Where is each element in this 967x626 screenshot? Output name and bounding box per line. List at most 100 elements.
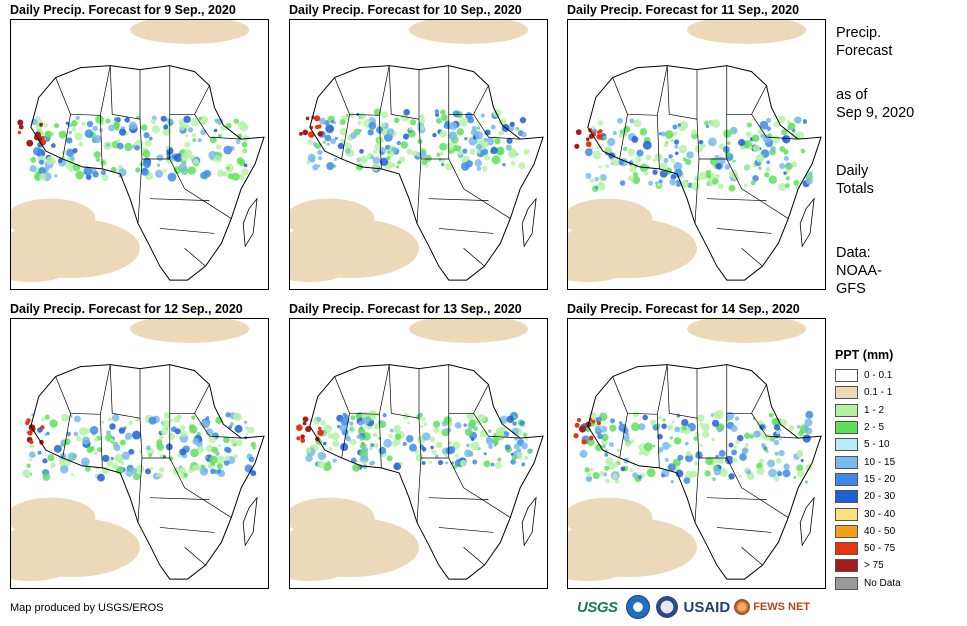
precip-cell — [378, 420, 383, 425]
precip-cell — [675, 151, 679, 156]
precip-cell — [421, 446, 427, 452]
precip-cell — [643, 170, 649, 176]
fews-globe-icon — [734, 599, 751, 615]
precip-cell — [506, 415, 515, 424]
precip-cell — [465, 160, 473, 168]
precip-cell — [786, 120, 791, 124]
precip-cell — [598, 165, 602, 169]
dry-area — [11, 198, 96, 239]
country-border — [194, 114, 242, 140]
heavy-precip-cell — [588, 435, 594, 441]
heavy-precip-cell — [317, 429, 324, 436]
heavy-precip-cell — [314, 115, 321, 122]
precip-cell — [114, 455, 121, 462]
precip-cell — [350, 132, 357, 139]
precip-cell — [135, 464, 145, 474]
precip-cell — [636, 149, 644, 157]
precip-cell — [643, 442, 653, 452]
precip-cell — [116, 142, 124, 150]
precip-cell — [216, 118, 224, 125]
precip-cell — [704, 470, 711, 477]
precip-cell — [661, 423, 667, 429]
precip-cell — [523, 148, 530, 155]
country-border — [666, 65, 698, 120]
madagascar-outline — [242, 496, 258, 547]
precip-cell — [604, 465, 610, 471]
africa-map-svg — [11, 20, 265, 283]
precip-cell — [368, 446, 373, 451]
precip-cell — [156, 154, 164, 162]
precip-cell — [242, 134, 250, 142]
precip-cell — [340, 442, 349, 452]
precip-cell — [395, 165, 400, 169]
precip-cell — [53, 123, 60, 129]
precip-cell — [638, 423, 646, 431]
precip-cell — [151, 125, 161, 134]
heavy-precip-cell — [573, 433, 579, 439]
precip-cell — [662, 418, 666, 422]
precip-cell — [521, 442, 528, 450]
precip-cell — [728, 184, 736, 192]
precip-cell — [191, 415, 196, 420]
precip-cell — [195, 464, 202, 471]
precip-cell — [631, 135, 639, 143]
precip-cell — [200, 129, 207, 136]
precip-cell — [113, 444, 121, 452]
precip-cell — [169, 418, 174, 423]
precip-cell — [733, 445, 738, 449]
precip-cell — [233, 454, 238, 459]
noaa-logo-icon — [625, 595, 650, 619]
precip-cell — [22, 469, 31, 478]
precip-cell — [629, 165, 637, 173]
precip-cell — [148, 453, 153, 458]
precip-cell — [229, 422, 234, 427]
precip-cell — [368, 121, 377, 130]
precip-cell — [168, 432, 176, 440]
precip-cell — [382, 413, 387, 418]
country-border — [656, 414, 660, 468]
precip-cell — [100, 420, 105, 424]
precip-cell — [462, 148, 468, 154]
precip-cell — [345, 148, 351, 154]
precip-cell — [494, 138, 501, 145]
precip-cell — [133, 473, 141, 481]
precip-cell — [397, 160, 402, 165]
precip-cell — [106, 143, 110, 147]
precip-cell — [684, 454, 694, 463]
precip-cell — [673, 131, 678, 136]
precip-cell — [148, 136, 153, 141]
precip-cell — [38, 167, 47, 175]
precip-cell — [674, 168, 683, 178]
precip-cell — [184, 141, 191, 148]
legend-swatch — [835, 472, 858, 486]
panel-title: Daily Precip. Forecast for 12 Sep., 2020 — [10, 302, 243, 316]
country-border — [612, 364, 668, 415]
precip-cell — [217, 133, 222, 138]
precip-cell — [372, 432, 378, 438]
legend-item: 0 - 0.1 — [835, 367, 901, 384]
country-border — [726, 457, 789, 518]
precip-cell — [483, 460, 491, 468]
precip-cell — [154, 169, 164, 178]
precip-cell — [226, 166, 230, 170]
precip-cell — [191, 133, 196, 138]
precip-cell — [196, 446, 204, 454]
heavy-precip-cell — [585, 137, 590, 142]
precip-cell — [223, 436, 230, 444]
precip-cell — [328, 446, 333, 451]
precip-cell — [349, 421, 354, 426]
precip-cell — [183, 115, 191, 124]
precip-cell — [83, 166, 93, 176]
precip-cell — [684, 441, 689, 446]
precip-cell — [472, 459, 478, 465]
precip-cell — [394, 433, 402, 440]
precip-cell — [473, 426, 478, 431]
precip-cell — [317, 451, 327, 461]
precip-cell — [124, 142, 133, 152]
precip-cell — [461, 158, 466, 163]
precip-cell — [667, 463, 676, 472]
precip-cell — [766, 160, 771, 165]
country-border — [62, 413, 71, 459]
precip-cell — [93, 151, 101, 159]
precip-cell — [422, 432, 431, 441]
